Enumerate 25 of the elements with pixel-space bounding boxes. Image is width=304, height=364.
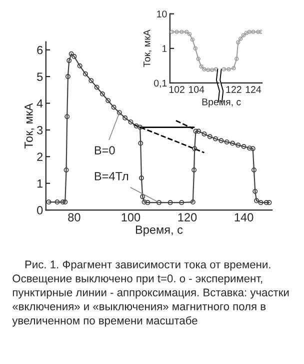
y-tick-label: 0 (37, 206, 43, 214)
x-tick-label: 102 (169, 86, 184, 93)
y-tick-label: 5 (37, 72, 43, 81)
annotation: B=0 (94, 146, 115, 154)
y-tick-label: 2 (37, 152, 43, 161)
y-tick-label: 3 (37, 126, 43, 134)
x-tick-label: 140 (234, 213, 254, 222)
y-tick-label: 6 (37, 46, 43, 54)
x-tick-label: 124 (246, 86, 262, 93)
x-tick-label: 122 (226, 86, 242, 93)
y-tick-label: 0,1 (154, 80, 167, 88)
x-axis-title: Время, с (202, 98, 241, 108)
x-tick-label: 120 (178, 213, 197, 222)
y-tick-label: 1 (37, 179, 43, 188)
y-tick-label: 4 (36, 99, 43, 108)
y-tick-label: 10 (157, 10, 167, 18)
y-axis-title: Ток, мкА (144, 30, 152, 68)
y-tick-label: 1 (162, 45, 167, 52)
x-axis-title: Время, с (136, 226, 183, 236)
text: Рис. 1. Фрагмент зависимости тока от времени. Освещение выключено при t=0. о - эксперимент, пунктирные линии - аппроксимация. Вставка: участки «включения» и «выключения» магнитного поля в увеличенном по времени масштабе (12, 260, 289, 327)
x-tick-label: 104 (188, 86, 204, 93)
x-tick-label: 100 (122, 213, 140, 222)
y-axis-title: Ток, мкА (24, 103, 34, 149)
annotation: B=4Тл (94, 172, 128, 180)
x-tick-label: 80 (68, 213, 80, 222)
